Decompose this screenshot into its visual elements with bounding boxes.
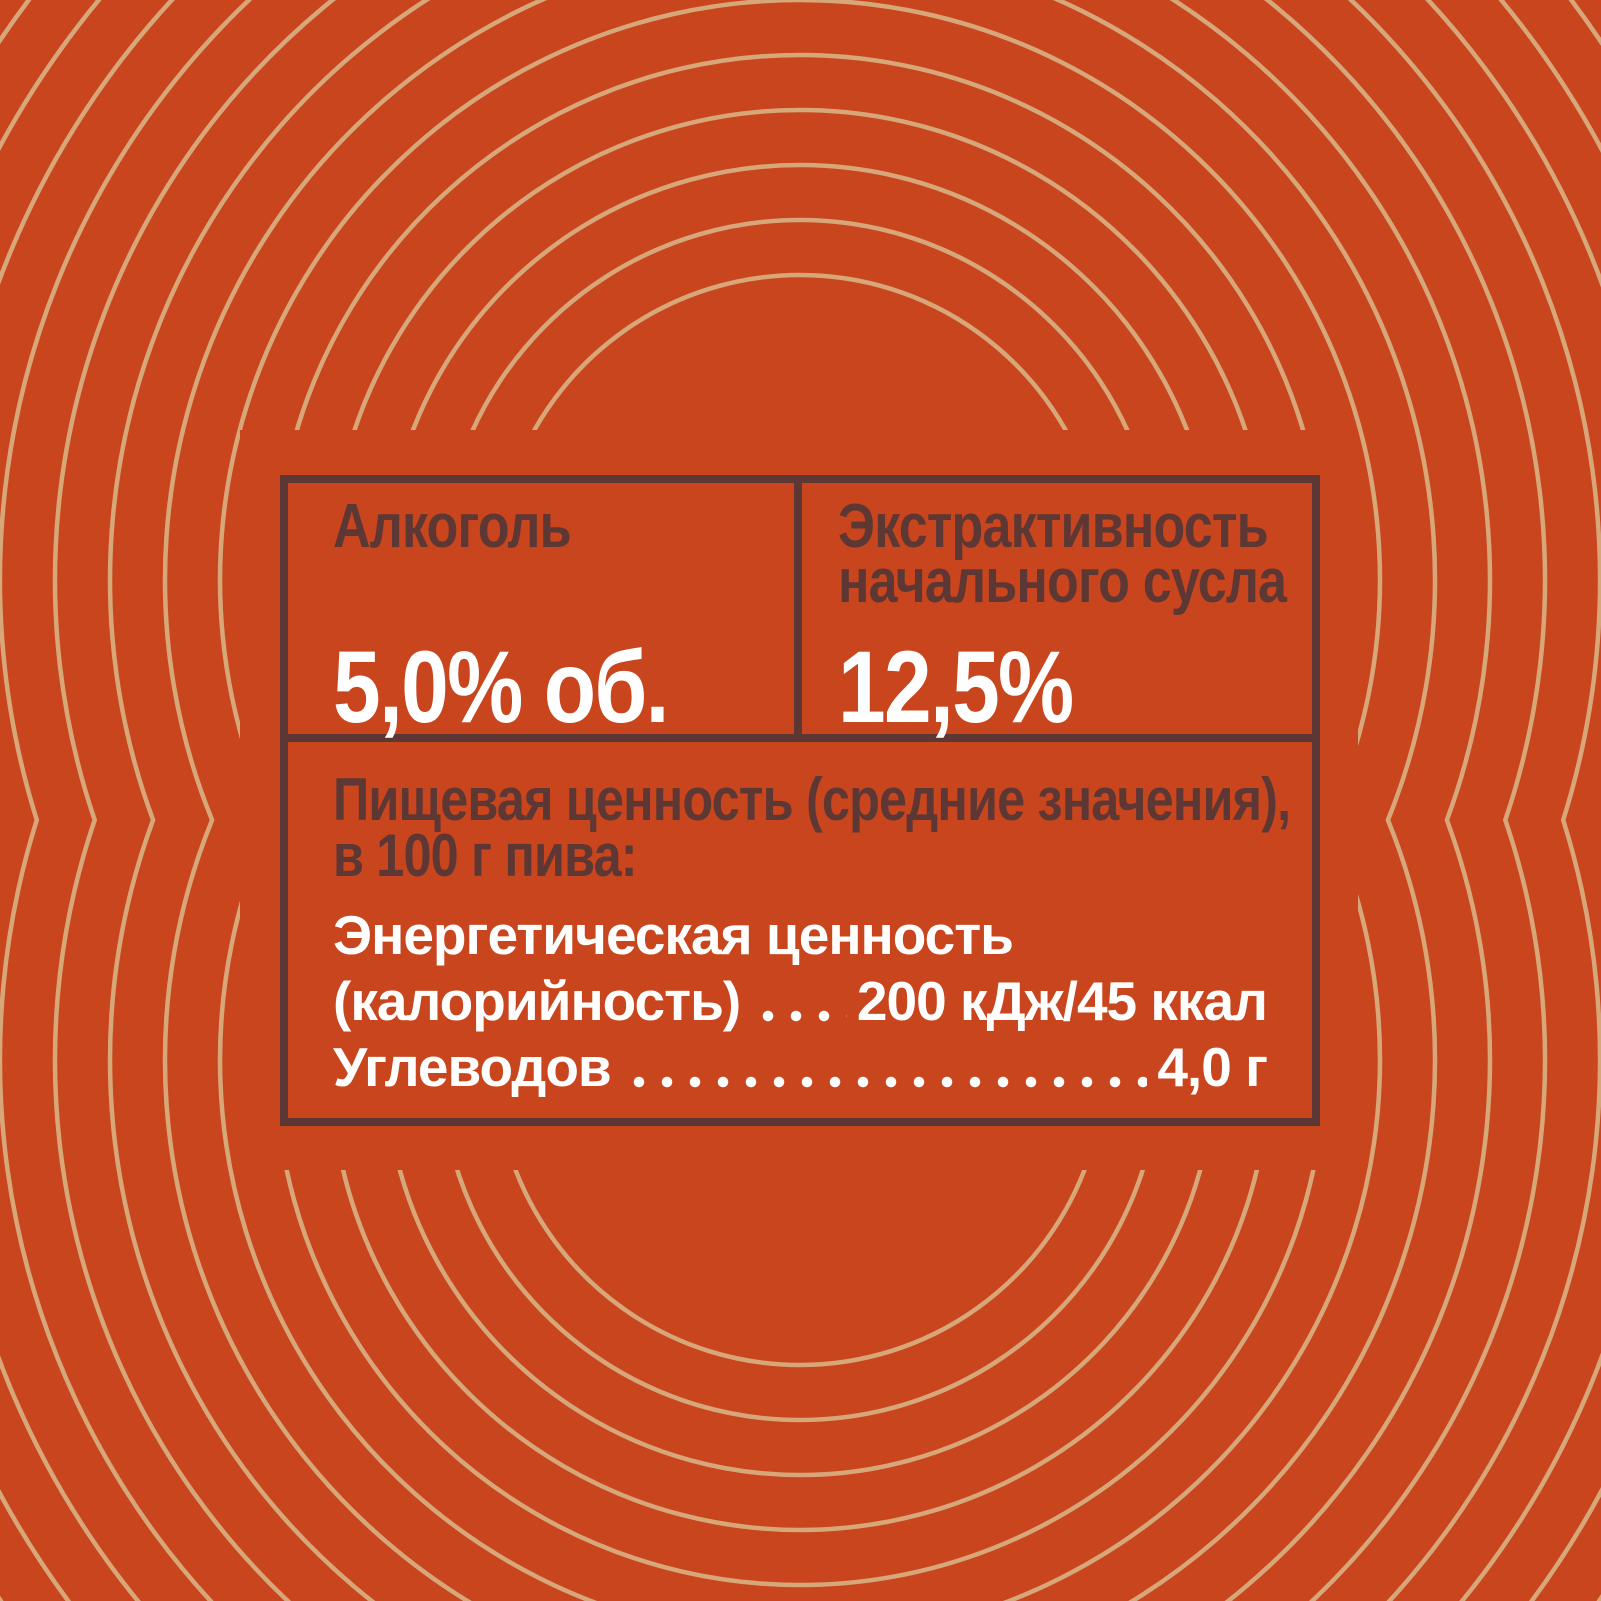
- nutrition-heading: Пищевая ценность (средние значения), в 1…: [333, 770, 1291, 889]
- nutrition-heading-line1: Пищевая ценность (средние значения),: [333, 766, 1291, 833]
- extract-label-line1: Экстрактивность: [838, 492, 1269, 561]
- energy-label-line1: Энергетическая ценность: [333, 904, 1014, 966]
- extract-value: 12,5%: [838, 630, 1074, 744]
- energy-label-line2: (калорийность): [333, 970, 741, 1032]
- carbs-value: 4,0 г: [1157, 1036, 1268, 1098]
- extract-value-block: 12,5%: [838, 630, 1296, 744]
- alcohol-value-block: 5,0% об.: [333, 630, 770, 744]
- vertical-divider: [794, 483, 802, 734]
- extract-label-line2: начального сусла: [838, 547, 1287, 616]
- leader-dots: [754, 1010, 847, 1022]
- top-row: Алкоголь 5,0% об. Экстрактивность началь…: [288, 483, 1312, 744]
- alcohol-label: Алкоголь: [333, 492, 572, 561]
- energy-label-line: Энергетическая ценность: [333, 902, 1267, 968]
- extract-cell: Экстрактивность начального сусла 12,5%: [802, 483, 1312, 744]
- alcohol-cell: Алкоголь 5,0% об.: [288, 483, 794, 744]
- carbs-label: Углеводов: [333, 1036, 612, 1098]
- alcohol-value: 5,0% об.: [333, 630, 669, 744]
- horizontal-divider: [288, 734, 1312, 742]
- alcohol-label-block: Алкоголь: [333, 492, 770, 561]
- leader-dots: [624, 1076, 1148, 1088]
- nutrition-panel: Алкоголь 5,0% об. Экстрактивность началь…: [280, 475, 1320, 1126]
- carbs-line: Углеводов 4,0 г: [333, 1034, 1268, 1100]
- nutrition-cell: Пищевая ценность (средние значения), в 1…: [288, 742, 1312, 1118]
- nutrition-values: Энергетическая ценность (калорийность) 2…: [333, 902, 1268, 1100]
- extract-label-block: Экстрактивность начального сусла: [838, 492, 1296, 616]
- energy-value-line: (калорийность) 200 кДж/45 ккал: [333, 968, 1268, 1034]
- nutrition-heading-line2: в 100 г пива:: [333, 822, 638, 889]
- energy-value: 200 кДж/45 ккал: [856, 970, 1268, 1032]
